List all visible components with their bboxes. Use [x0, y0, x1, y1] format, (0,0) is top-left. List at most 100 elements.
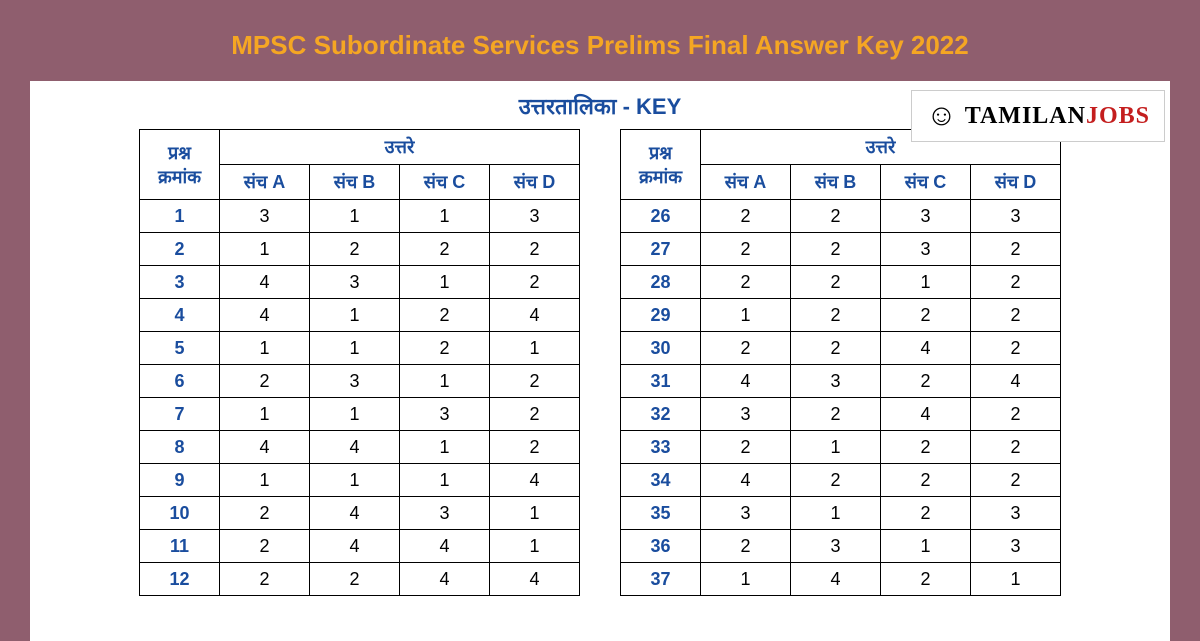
table-row: 71132 — [140, 398, 580, 431]
table-row: 282212 — [621, 266, 1061, 299]
answer-setD: 4 — [971, 365, 1061, 398]
table-row: 302242 — [621, 332, 1061, 365]
answer-setB: 3 — [310, 365, 400, 398]
answer-setC: 1 — [400, 431, 490, 464]
page-title: MPSC Subordinate Services Prelims Final … — [0, 0, 1200, 81]
question-number: 30 — [621, 332, 701, 365]
answer-setB: 4 — [310, 431, 400, 464]
answer-setC: 3 — [400, 497, 490, 530]
answer-setD: 2 — [971, 233, 1061, 266]
question-number: 4 — [140, 299, 220, 332]
table-row: 91114 — [140, 464, 580, 497]
answer-setD: 2 — [971, 464, 1061, 497]
answer-setD: 1 — [490, 332, 580, 365]
answer-setC: 3 — [400, 398, 490, 431]
answer-setB: 1 — [791, 431, 881, 464]
question-number: 1 — [140, 200, 220, 233]
logo-icon: ☺ — [926, 99, 957, 133]
answer-setB: 2 — [791, 464, 881, 497]
answer-setD: 3 — [971, 497, 1061, 530]
table-row: 13113 — [140, 200, 580, 233]
answer-setB: 1 — [310, 398, 400, 431]
answer-setC: 2 — [400, 233, 490, 266]
answer-setD: 2 — [490, 266, 580, 299]
answer-setC: 1 — [400, 266, 490, 299]
answer-setB: 2 — [791, 398, 881, 431]
answer-setC: 2 — [881, 497, 971, 530]
table-row: 362313 — [621, 530, 1061, 563]
answer-setD: 2 — [490, 431, 580, 464]
answer-setC: 4 — [881, 398, 971, 431]
col-header-setC: संच C — [400, 165, 490, 200]
table-right-body: 2622332722322822122912223022423143243232… — [621, 200, 1061, 596]
answer-setC: 4 — [400, 530, 490, 563]
question-number: 34 — [621, 464, 701, 497]
question-number: 29 — [621, 299, 701, 332]
answer-setA: 1 — [220, 332, 310, 365]
table-row: 272232 — [621, 233, 1061, 266]
question-number: 37 — [621, 563, 701, 596]
table-row: 44124 — [140, 299, 580, 332]
answer-setA: 3 — [701, 398, 791, 431]
answer-setD: 2 — [971, 398, 1061, 431]
answer-setA: 2 — [220, 530, 310, 563]
table-row: 314324 — [621, 365, 1061, 398]
answer-key-table-left: प्रश्न क्रमांक उत्तरे संच A संच B संच C … — [139, 129, 580, 596]
answer-setB: 2 — [310, 563, 400, 596]
answer-setC: 3 — [881, 200, 971, 233]
answer-setA: 4 — [701, 365, 791, 398]
question-number: 11 — [140, 530, 220, 563]
table-row: 353123 — [621, 497, 1061, 530]
question-number: 3 — [140, 266, 220, 299]
answer-setA: 4 — [220, 266, 310, 299]
answer-setD: 1 — [490, 530, 580, 563]
answer-setB: 1 — [310, 332, 400, 365]
answer-setA: 2 — [701, 431, 791, 464]
answer-setA: 1 — [220, 233, 310, 266]
answer-setA: 3 — [220, 200, 310, 233]
answer-setD: 4 — [490, 464, 580, 497]
answer-setC: 2 — [881, 464, 971, 497]
answer-setC: 2 — [881, 563, 971, 596]
answer-setB: 2 — [310, 233, 400, 266]
answer-setD: 4 — [490, 563, 580, 596]
answer-setA: 1 — [220, 464, 310, 497]
answer-setA: 1 — [701, 563, 791, 596]
question-number: 28 — [621, 266, 701, 299]
question-number: 6 — [140, 365, 220, 398]
answer-setD: 1 — [971, 563, 1061, 596]
answer-setA: 2 — [701, 200, 791, 233]
answer-setD: 2 — [490, 233, 580, 266]
answer-setB: 1 — [310, 299, 400, 332]
answer-setC: 2 — [881, 431, 971, 464]
answer-setC: 4 — [881, 332, 971, 365]
answer-setC: 1 — [881, 530, 971, 563]
table-row: 122244 — [140, 563, 580, 596]
answer-setB: 2 — [791, 233, 881, 266]
answer-setC: 1 — [400, 464, 490, 497]
answer-setC: 1 — [400, 365, 490, 398]
answer-setA: 2 — [220, 497, 310, 530]
answer-setA: 4 — [701, 464, 791, 497]
question-number: 33 — [621, 431, 701, 464]
question-number: 26 — [621, 200, 701, 233]
logo-text: TAMILANJOBS — [965, 103, 1150, 130]
logo-text-1: TAMILAN — [965, 103, 1086, 129]
answer-setC: 1 — [881, 266, 971, 299]
answer-setC: 2 — [400, 332, 490, 365]
question-number: 9 — [140, 464, 220, 497]
answer-setA: 1 — [220, 398, 310, 431]
answer-setC: 2 — [881, 299, 971, 332]
answer-setC: 2 — [881, 365, 971, 398]
watermark-logo: ☺ TAMILANJOBS — [911, 90, 1165, 142]
answer-setA: 2 — [220, 365, 310, 398]
answer-setC: 3 — [881, 233, 971, 266]
table-row: 51121 — [140, 332, 580, 365]
col-header-answers: उत्तरे — [220, 130, 580, 165]
table-row: 262233 — [621, 200, 1061, 233]
table-row: 112441 — [140, 530, 580, 563]
answer-setD: 2 — [971, 266, 1061, 299]
table-row: 371421 — [621, 563, 1061, 596]
col-header-setD: संच D — [490, 165, 580, 200]
answer-setB: 3 — [791, 530, 881, 563]
